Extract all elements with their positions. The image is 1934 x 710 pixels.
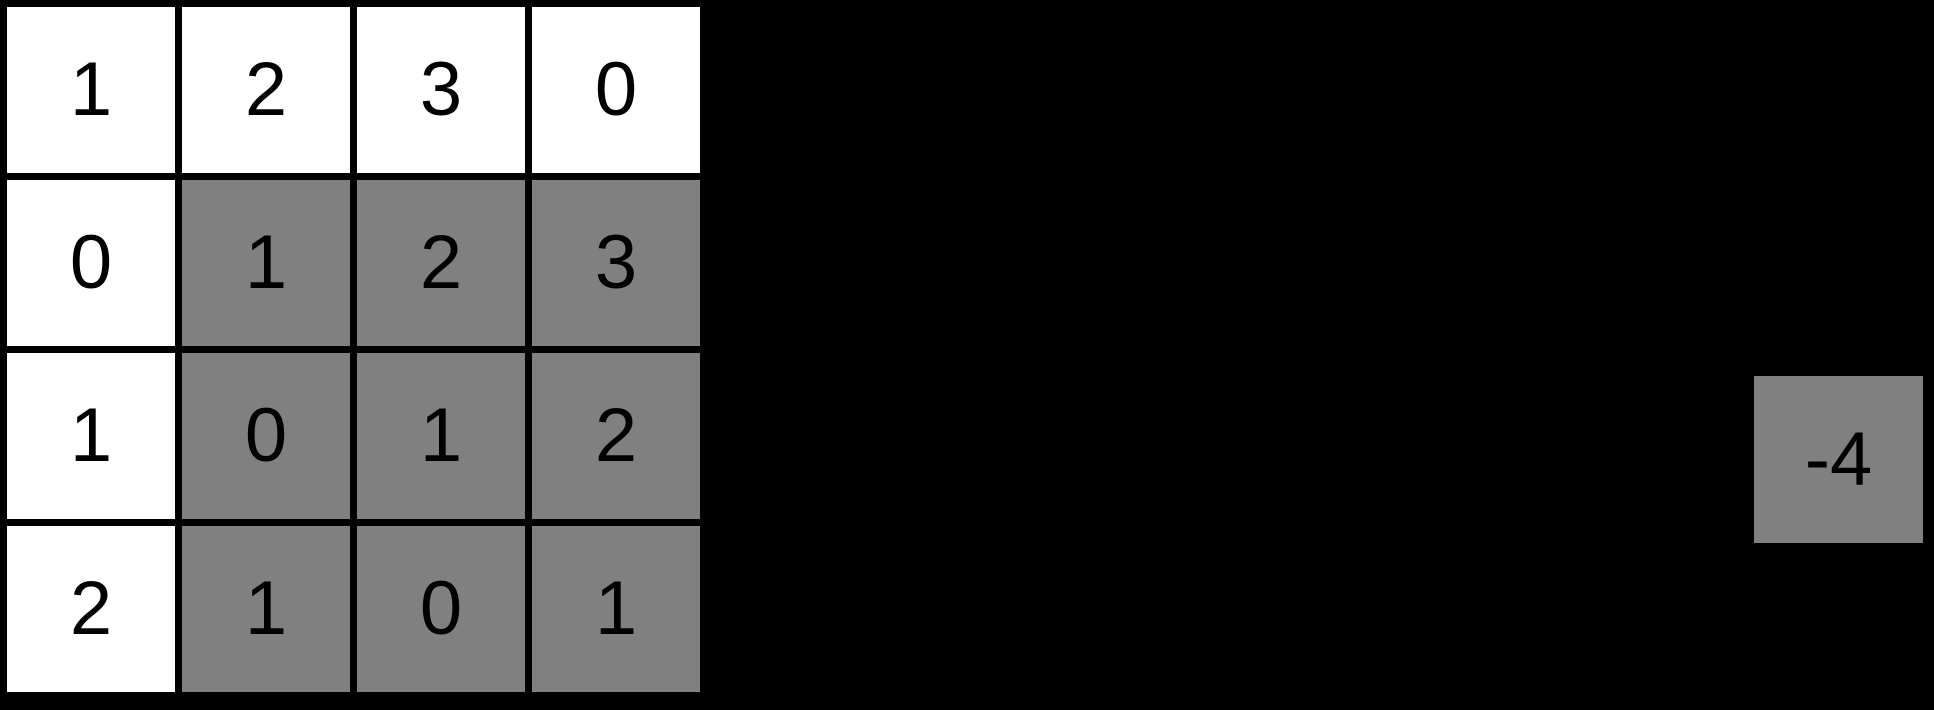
grid-cell-r0c0[interactable]: 1 (7, 7, 175, 173)
grid-cell-r3c1[interactable]: 1 (182, 526, 350, 692)
grid-cell-r2c0[interactable]: 1 (7, 353, 175, 519)
number-grid: 1 2 3 0 0 1 2 3 1 0 1 2 2 1 0 1 (0, 0, 707, 699)
grid-cell-r2c1[interactable]: 0 (182, 353, 350, 519)
grid-cell-r3c0[interactable]: 2 (7, 526, 175, 692)
grid-cell-r1c1[interactable]: 1 (182, 180, 350, 346)
grid-cell-r3c3[interactable]: 1 (532, 526, 700, 692)
grid-cell-r0c3[interactable]: 0 (532, 7, 700, 173)
grid-cell-r0c2[interactable]: 3 (357, 7, 525, 173)
grid-cell-r0c1[interactable]: 2 (182, 7, 350, 173)
floating-value-tile[interactable]: -4 (1754, 376, 1923, 543)
grid-cell-r1c0[interactable]: 0 (7, 180, 175, 346)
grid-cell-r2c2[interactable]: 1 (357, 353, 525, 519)
grid-cell-r1c2[interactable]: 2 (357, 180, 525, 346)
grid-cell-r3c2[interactable]: 0 (357, 526, 525, 692)
grid-cell-r1c3[interactable]: 3 (532, 180, 700, 346)
grid-cell-r2c3[interactable]: 2 (532, 353, 700, 519)
